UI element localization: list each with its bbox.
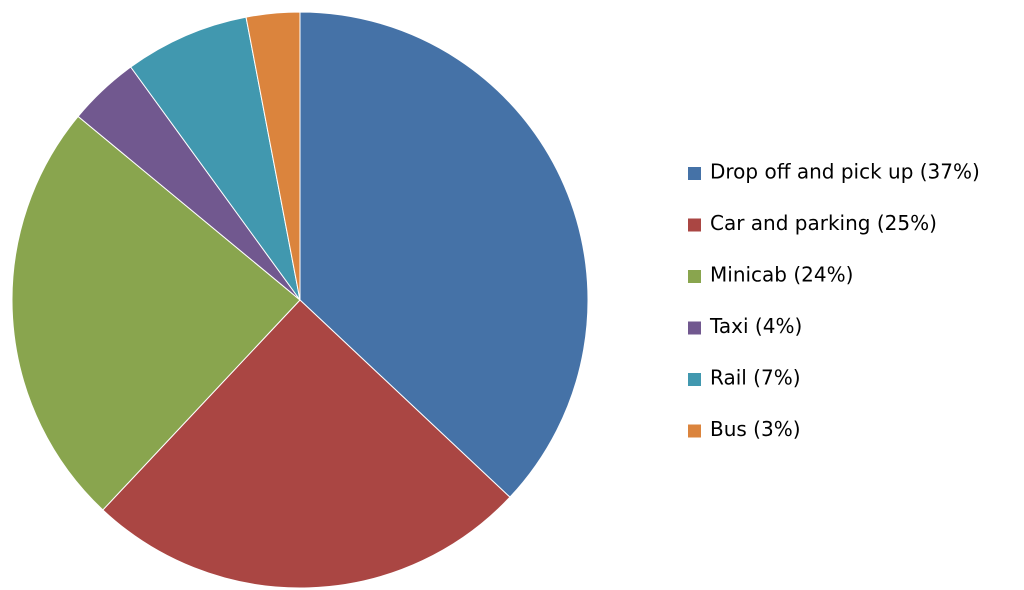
legend-label: Car and parking (25%) xyxy=(710,211,937,235)
legend-label: Bus (3%) xyxy=(710,417,801,441)
legend-swatch xyxy=(688,321,701,335)
legend-label: Rail (7%) xyxy=(710,366,801,390)
legend-swatch xyxy=(688,373,701,386)
pie-slice xyxy=(245,11,301,301)
legend-swatch xyxy=(688,270,701,283)
pie-slice xyxy=(11,115,301,511)
legend-label: Minicab (24%) xyxy=(710,263,853,287)
legend-swatch xyxy=(688,424,701,438)
legend-label: Taxi (4%) xyxy=(709,314,802,338)
legend-swatch xyxy=(688,167,701,180)
legend-swatch xyxy=(688,218,701,232)
pie-slice xyxy=(299,11,589,498)
pie-slice xyxy=(102,299,511,589)
legend-label: Drop off and pick up (37%) xyxy=(710,160,980,184)
pie-slice xyxy=(130,16,301,301)
